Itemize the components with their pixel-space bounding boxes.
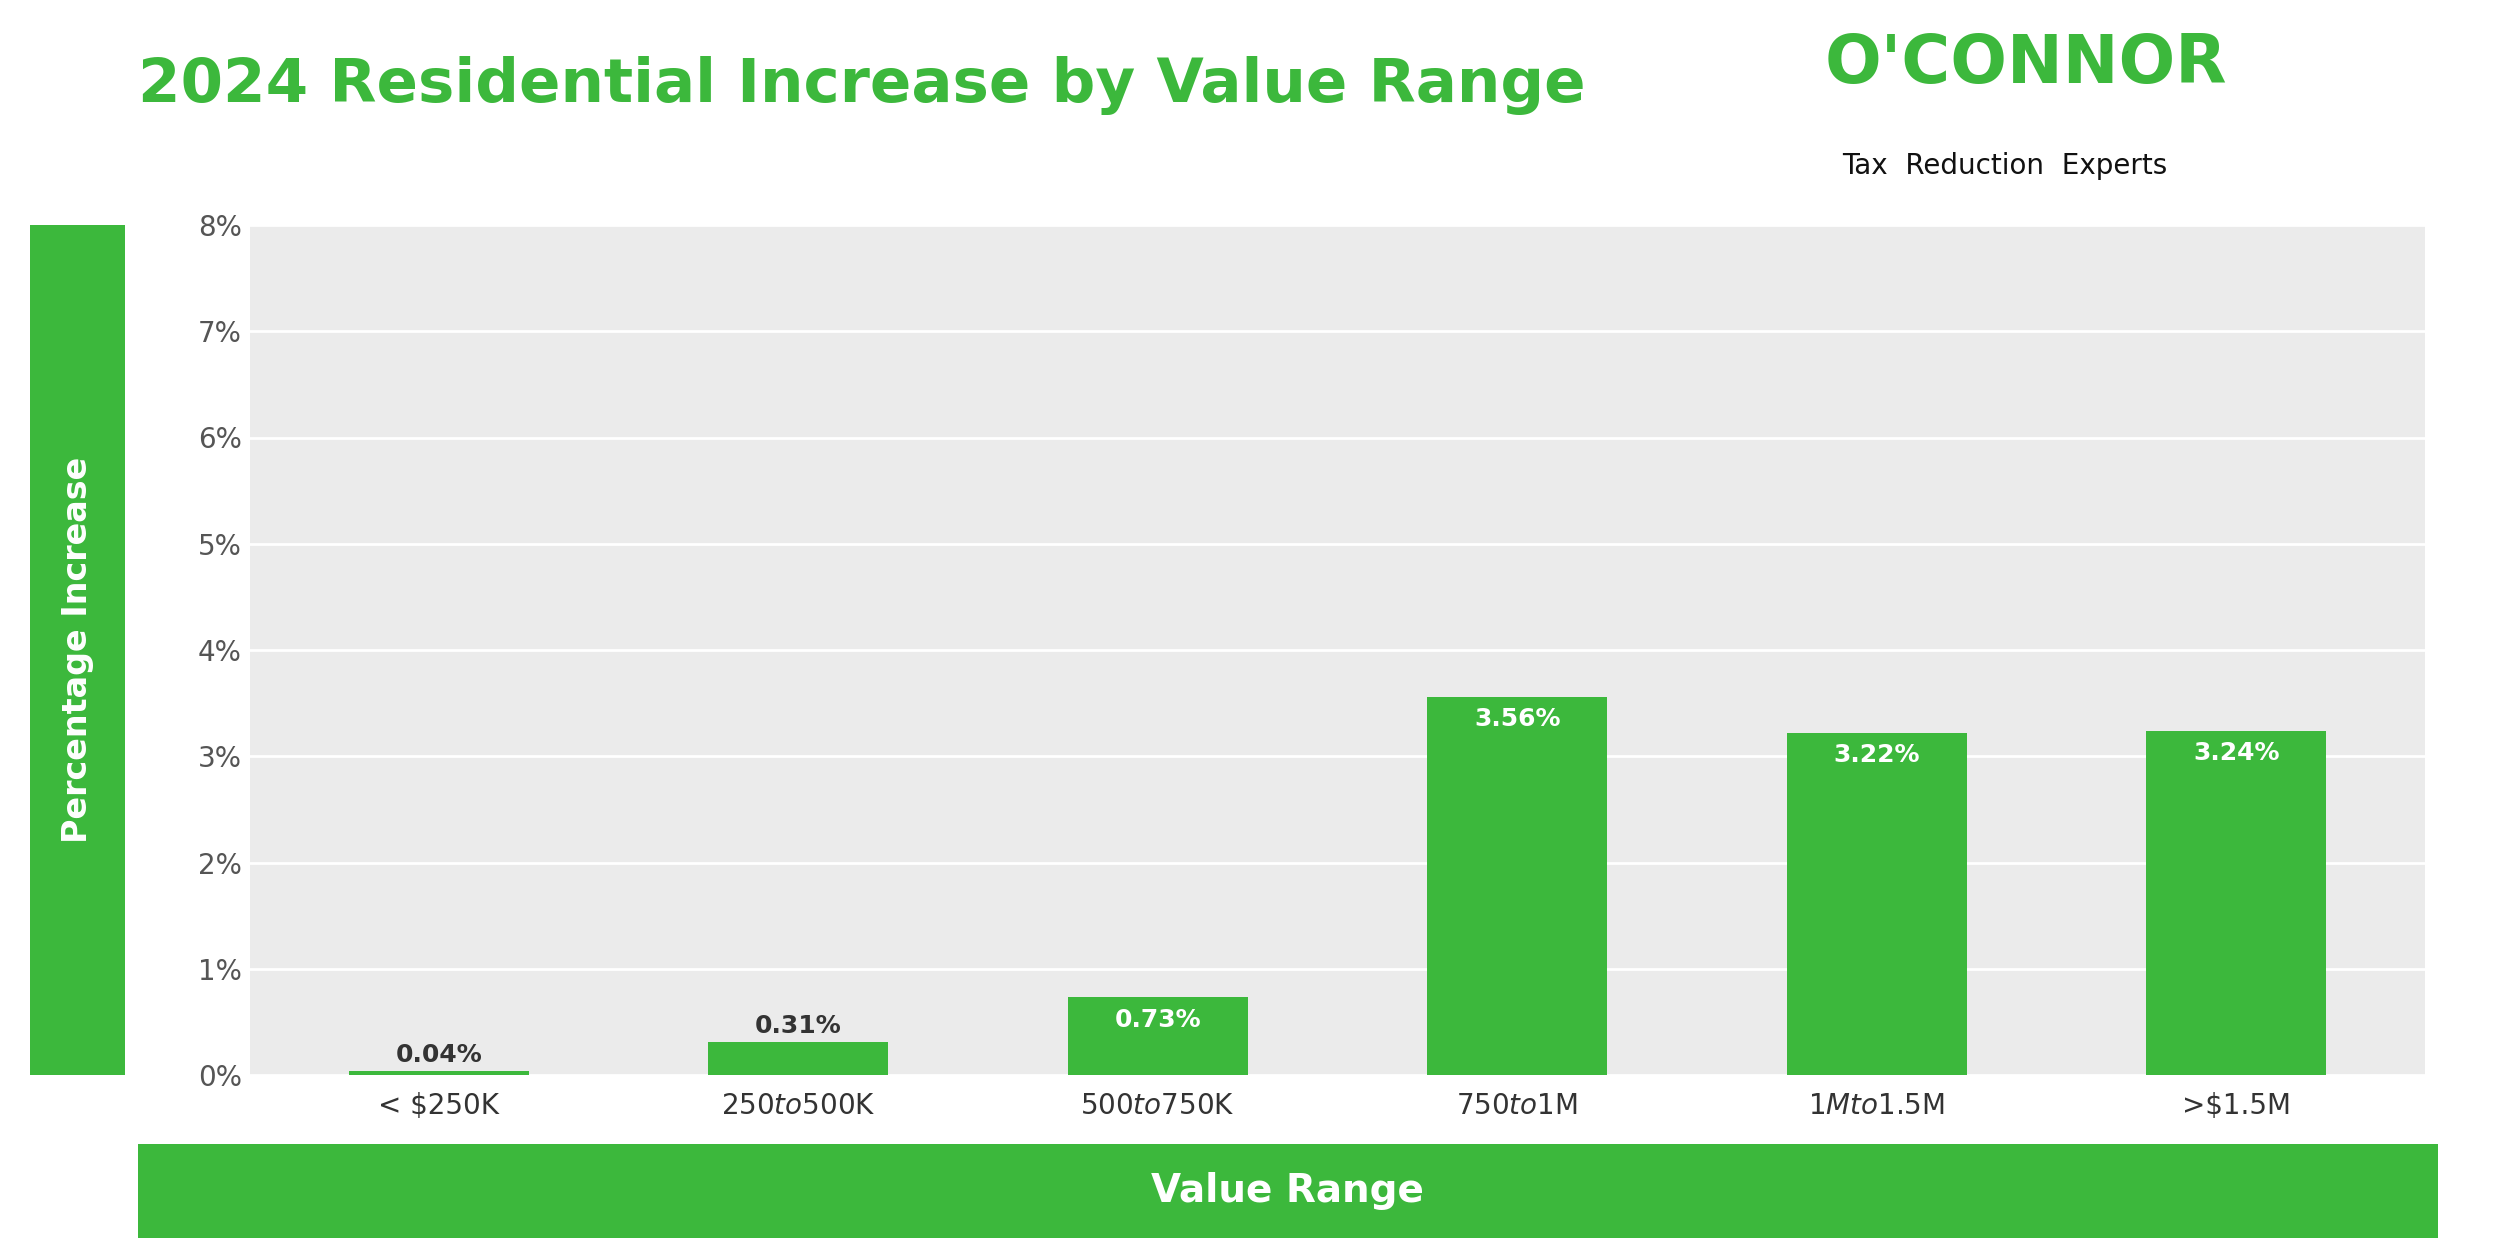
Text: Percentage Increase: Percentage Increase [60,456,95,842]
Text: 0.73%: 0.73% [1115,1008,1200,1032]
Bar [1427,696,1608,1075]
Text: 3.24%: 3.24% [2192,741,2280,765]
Text: 3.22%: 3.22% [1832,744,1920,768]
Text: 3.56%: 3.56% [1475,707,1560,731]
Bar [350,1071,528,1075]
Text: 2024 Residential Increase by Value Range: 2024 Residential Increase by Value Range [138,56,1585,115]
Bar [1788,732,1968,1075]
Bar [707,1042,887,1075]
Text: 0.04%: 0.04% [395,1042,482,1066]
Text: O'CONNOR: O'CONNOR [1825,31,2228,98]
Text: Value Range: Value Range [1150,1171,1425,1210]
Bar [1068,998,1248,1075]
Text: 0.31%: 0.31% [755,1014,843,1038]
Text: Tax  Reduction  Experts: Tax Reduction Experts [1842,152,2168,180]
Bar [2148,731,2325,1075]
